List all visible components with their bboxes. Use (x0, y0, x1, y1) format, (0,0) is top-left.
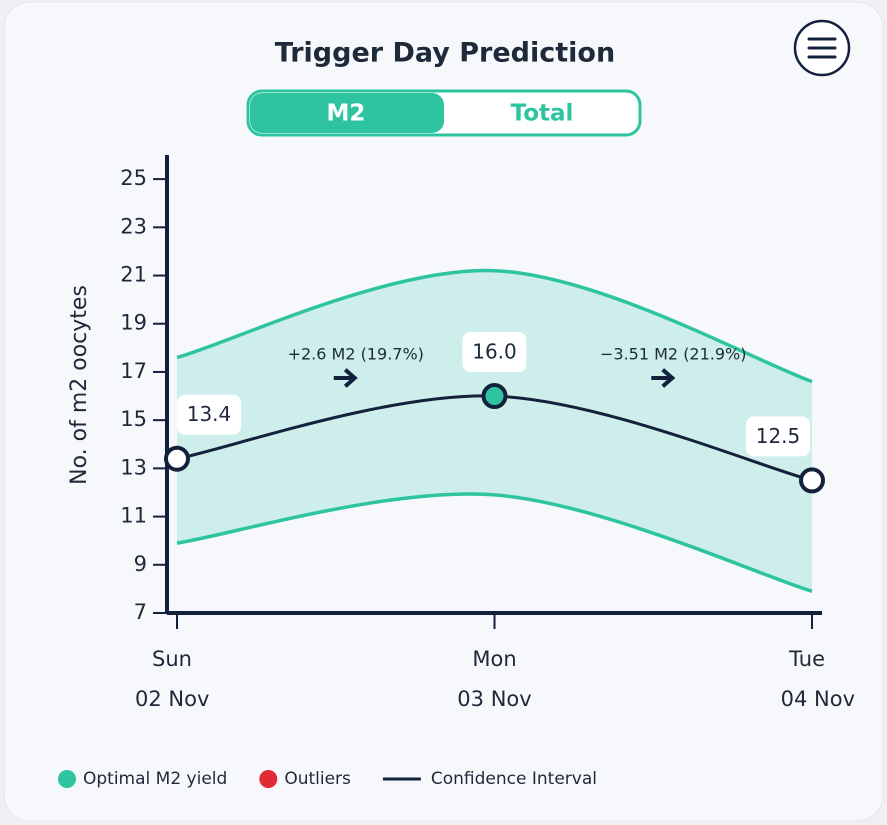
toggle-active[interactable] (250, 93, 444, 133)
annotation-arrow (651, 368, 676, 388)
y-tick-label: 17 (120, 359, 147, 383)
ci-lower-line (176, 492, 813, 593)
toggle-option[interactable]: Total (511, 101, 574, 127)
y-tick-label: 23 (120, 214, 147, 238)
y-axis-label: No. of m2 oocytes (67, 285, 92, 485)
legend-label: Outliers (284, 769, 351, 789)
y-tick-label: 15 (120, 407, 147, 431)
data-point (481, 383, 508, 410)
toggle-option[interactable]: M2 (327, 101, 366, 127)
legend-dot (259, 770, 278, 788)
y-tick-label: 7 (134, 600, 147, 624)
y-tick-label: 21 (120, 263, 147, 287)
data-point (799, 467, 825, 494)
x-date-label: 04 Nov (781, 687, 855, 711)
value-label-box (746, 416, 810, 457)
chart-title: Trigger Day Prediction (275, 38, 615, 69)
y-tick-label: 13 (120, 455, 147, 479)
value-label: 13.4 (187, 402, 232, 426)
y-tick-label: 9 (134, 552, 147, 576)
value-label: 16.0 (472, 340, 517, 364)
x-tick-label: Sun (152, 647, 192, 671)
y-tick-label: 25 (120, 166, 147, 190)
y-tick-label: 19 (120, 311, 147, 335)
y-tick-label: 11 (120, 504, 147, 528)
annotation: +2.6 M2 (19.7%) (288, 345, 424, 364)
x-tick-label: Mon (472, 647, 516, 671)
value-label: 12.5 (756, 424, 801, 448)
x-tick-label: Tue (788, 647, 825, 671)
annotation-arrow (333, 368, 358, 388)
legend-label: Optimal M2 yield (83, 769, 227, 789)
value-label-box (462, 332, 527, 373)
annotation: −3.51 M2 (21.9%) (600, 345, 747, 364)
legend-label: Confidence Interval (431, 769, 597, 789)
x-date-label: 03 Nov (457, 687, 531, 711)
confidence-band (177, 270, 812, 592)
data-point (164, 445, 190, 472)
legend-dot (58, 770, 76, 788)
menu-button[interactable] (793, 19, 851, 77)
value-label-box (177, 394, 241, 435)
ci-upper-line (176, 268, 813, 384)
x-date-label: 02 Nov (135, 687, 209, 711)
